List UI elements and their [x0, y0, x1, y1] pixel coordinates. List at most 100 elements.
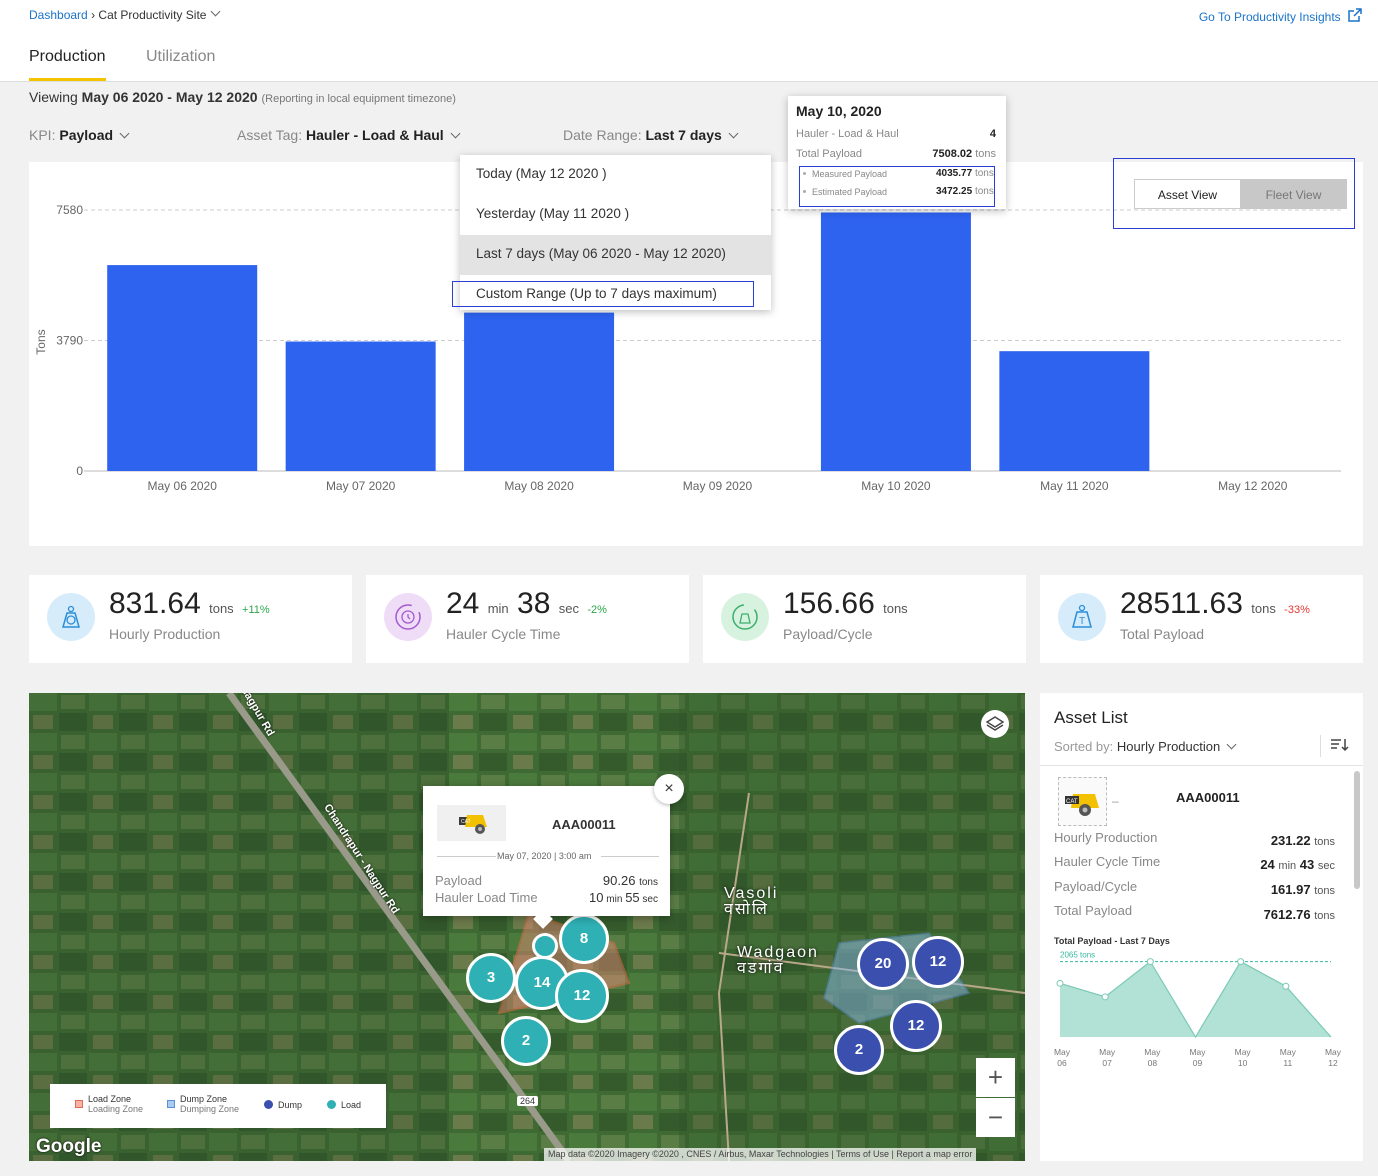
- divider: [601, 856, 659, 857]
- x-tick-label: May: [1325, 1047, 1342, 1057]
- dump-cluster[interactable]: 2: [834, 1025, 884, 1075]
- kpi-card-hourly-production: 831.64 tons +11% Hourly Production: [29, 575, 352, 663]
- asset-metric-value: 161.97 tons: [1271, 882, 1335, 897]
- chevron-down-icon[interactable]: [450, 128, 461, 139]
- town-name: Vasoli: [724, 885, 779, 902]
- kpi-number: 24: [446, 587, 480, 620]
- sort-label: Sorted by:: [1054, 739, 1114, 754]
- map-legend: Load Zone Loading Zone Dump Zone Dumping Z…: [50, 1084, 386, 1128]
- stopwatch-weight-icon: [47, 593, 95, 641]
- tooltip-row-label: Measured Payload: [812, 169, 888, 179]
- load-cluster[interactable]: 8: [559, 914, 609, 964]
- close-icon[interactable]: ×: [654, 774, 684, 804]
- kpi-label: Payload/Cycle: [783, 626, 873, 642]
- legend-item-load-zone: Load Zone Loading Zone: [88, 1094, 143, 1114]
- x-tick-label: May 12 2020: [1218, 479, 1288, 493]
- popup-number: 55: [625, 890, 640, 905]
- chevron-down-icon[interactable]: [728, 128, 739, 139]
- load-cluster[interactable]: 12: [555, 969, 609, 1023]
- x-tick-label: 06: [1057, 1058, 1067, 1068]
- kpi-value: 156.66 tons: [783, 587, 908, 621]
- popup-load-time-value: 10 min 55 sec: [589, 890, 658, 905]
- viewing-range-value: May 06 2020 - May 12 2020: [81, 89, 258, 105]
- asset-metric-value: 7612.76 tons: [1264, 907, 1335, 922]
- external-link-icon[interactable]: [1348, 8, 1362, 22]
- svg-text:CAT: CAT: [1066, 799, 1078, 805]
- breadcrumb: Dashboard › Cat Productivity Site: [29, 6, 221, 22]
- selected-load-marker[interactable]: [532, 933, 558, 959]
- metric-unit: min: [1278, 860, 1297, 872]
- zoom-out-button[interactable]: −: [976, 1098, 1015, 1137]
- tooltip-value-number: 3472.25: [936, 186, 973, 197]
- chevron-down-icon[interactable]: [119, 128, 130, 139]
- popup-load-time-label: Hauler Load Time: [435, 890, 538, 905]
- sort-selector[interactable]: Sorted by: Hourly Production: [1054, 739, 1237, 754]
- terms-link[interactable]: Terms of Use: [835, 1149, 889, 1159]
- date-option-custom-range[interactable]: Custom Range (Up to 7 days maximum): [476, 286, 717, 301]
- timezone-note: (Reporting in local equipment timezone): [261, 93, 456, 105]
- site-selector[interactable]: Cat Productivity Site: [98, 8, 207, 22]
- scrollbar-thumb[interactable]: [1354, 771, 1360, 889]
- mini-chart-title: Total Payload - Last 7 Days: [1054, 936, 1170, 946]
- dump-zone-swatch: [167, 1100, 175, 1108]
- load-cluster[interactable]: 3: [466, 953, 516, 1003]
- date-range-filter[interactable]: Date Range: Last 7 days: [563, 127, 739, 143]
- asset-view-button[interactable]: Asset View: [1134, 179, 1241, 209]
- satellite-map[interactable]: Nagpur Rd Chandrapur - Nagpur Rd Vasoli व…: [29, 693, 1025, 1161]
- tooltip-date: May 10, 2020: [796, 103, 882, 119]
- x-tick-label: May 06 2020: [148, 479, 218, 493]
- x-tick-label: May: [1189, 1047, 1206, 1057]
- asset-metric-label: Payload/Cycle: [1054, 879, 1138, 894]
- viewing-prefix: Viewing: [29, 89, 78, 105]
- dump-cluster[interactable]: 12: [912, 936, 964, 988]
- popup-payload-label: Payload: [435, 873, 482, 888]
- metric-number: 24: [1260, 857, 1275, 872]
- x-tick-label: May 11 2020: [1040, 479, 1109, 493]
- legend-title: Dump Zone: [180, 1094, 228, 1104]
- date-option-today[interactable]: Today (May 12 2020 ): [476, 166, 607, 181]
- sort-value[interactable]: Hourly Production: [1116, 739, 1221, 754]
- data-point: [1101, 993, 1109, 1001]
- goto-insights-label[interactable]: Go To Productivity Insights: [1198, 10, 1341, 24]
- kpi-number: 38: [517, 587, 551, 620]
- kpi-filter-value[interactable]: Payload: [59, 127, 114, 143]
- asset-metric-label: Total Payload: [1054, 903, 1133, 918]
- date-range-value[interactable]: Last 7 days: [645, 127, 722, 143]
- tab-production[interactable]: Production: [29, 48, 106, 81]
- kpi-delta: +11%: [242, 604, 270, 616]
- asset-list-title: Asset List: [1054, 708, 1128, 727]
- popup-payload-value: 90.26 tons: [603, 873, 658, 888]
- load-cluster[interactable]: 2: [501, 1016, 551, 1066]
- date-option-last-7-days[interactable]: Last 7 days (May 06 2020 - May 12 2020): [460, 235, 771, 275]
- total-weight-icon: T: [1058, 593, 1106, 641]
- fleet-view-button[interactable]: Fleet View: [1240, 179, 1347, 209]
- zoom-in-button[interactable]: +: [976, 1058, 1015, 1097]
- viewing-range: Viewing May 06 2020 - May 12 2020 (Repor…: [29, 89, 456, 105]
- layers-icon[interactable]: [981, 710, 1009, 738]
- date-option-yesterday[interactable]: Yesterday (May 11 2020 ): [476, 206, 630, 221]
- sort-order-icon[interactable]: [1329, 736, 1351, 759]
- y-tick-label: 7580: [56, 203, 83, 217]
- top-bar: [0, 0, 1378, 82]
- asset-tag-value[interactable]: Hauler - Load & Haul: [306, 127, 444, 143]
- recycle-weight-icon: [721, 593, 769, 641]
- kpi-unit: sec: [558, 601, 579, 616]
- asset-metric-label: Hourly Production: [1054, 830, 1158, 845]
- bar: [107, 265, 258, 471]
- chevron-down-icon[interactable]: [1226, 739, 1237, 750]
- data-point: [1237, 958, 1245, 966]
- dump-cluster[interactable]: 20: [857, 938, 909, 990]
- attribution-text: Map data ©2020 Imagery ©2020 , CNES / Ai…: [548, 1149, 829, 1159]
- x-tick-label: May 08 2020: [504, 479, 574, 493]
- dump-cluster[interactable]: 12: [890, 1000, 942, 1052]
- tooltip-value-number: 4035.77: [936, 168, 973, 179]
- report-error-link[interactable]: Report a map error: [896, 1149, 973, 1159]
- kpi-filter[interactable]: KPI: Payload: [29, 127, 130, 143]
- chevron-down-icon[interactable]: [211, 6, 221, 17]
- asset-id[interactable]: AAA00011: [1176, 790, 1240, 805]
- asset-tag-filter[interactable]: Asset Tag: Hauler - Load & Haul: [237, 127, 461, 143]
- divider: [437, 856, 496, 857]
- tab-utilization[interactable]: Utilization: [146, 48, 216, 65]
- goto-insights-link[interactable]: Go To Productivity Insights: [1199, 8, 1362, 24]
- breadcrumb-dashboard-link[interactable]: Dashboard: [29, 8, 88, 22]
